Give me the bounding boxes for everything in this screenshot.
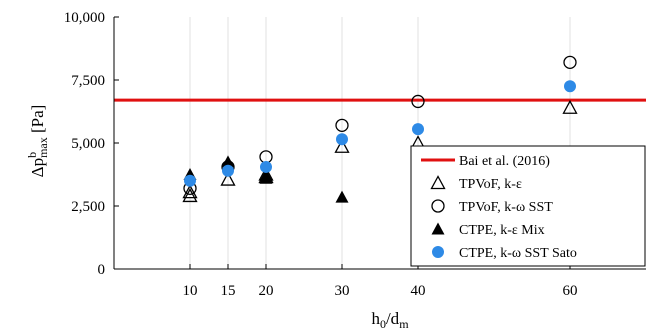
data-point	[412, 123, 424, 136]
x-tick-label: 20	[259, 283, 274, 299]
x-ticks: 10 15 20 30 40 60	[183, 264, 578, 299]
y-tick-label: 7,500	[71, 73, 105, 89]
x-tick-label: 15	[221, 283, 236, 299]
data-point	[564, 80, 576, 93]
data-point	[220, 171, 236, 186]
y-ticks: 0 2,500 5,000 7,500 10,000	[64, 10, 119, 278]
legend-marker	[430, 175, 446, 190]
data-point	[562, 99, 578, 114]
legend-marker	[432, 246, 444, 258]
y-tick-label: 0	[98, 262, 106, 278]
x-tick-label: 10	[183, 283, 198, 299]
legend-marker	[431, 222, 445, 235]
data-point	[184, 174, 196, 187]
y-axis-title: Δpbmax [Pa]	[25, 105, 50, 178]
data-point	[221, 155, 235, 168]
legend-marker	[431, 199, 445, 213]
data-point	[563, 55, 577, 70]
data-point	[182, 184, 198, 199]
legend-label: CTPE, k-ε Mix	[459, 223, 545, 238]
data-point	[334, 138, 350, 153]
y-tick-label: 2,500	[71, 199, 105, 215]
data-point	[222, 164, 234, 177]
y-tick-label: 5,000	[71, 136, 105, 152]
legend-box	[410, 145, 646, 267]
legend: Bai et al. (2016) TPVoF, k-ε TPVoF, k-ω SS…	[410, 145, 646, 267]
data-point	[260, 160, 272, 173]
data-point	[259, 169, 273, 182]
data-point	[411, 94, 425, 109]
data-point	[335, 118, 349, 133]
legend-label: Bai et al. (2016)	[459, 154, 550, 169]
x-tick-label: 40	[411, 283, 426, 299]
data-point	[182, 188, 198, 203]
legend-label: CTPE, k-ω SST Sato	[459, 246, 577, 261]
legend-label: TPVoF, k-ε	[459, 177, 522, 192]
x-axis-title: h0/dm	[371, 309, 409, 328]
data-points	[182, 55, 578, 203]
x-tick-label: 30	[335, 283, 350, 299]
y-tick-label: 10,000	[64, 10, 105, 26]
data-point	[335, 190, 349, 203]
legend-label: TPVoF, k-ω SST	[459, 200, 553, 215]
grid	[189, 17, 571, 269]
data-point	[336, 133, 348, 146]
x-tick-label: 60	[563, 283, 578, 299]
